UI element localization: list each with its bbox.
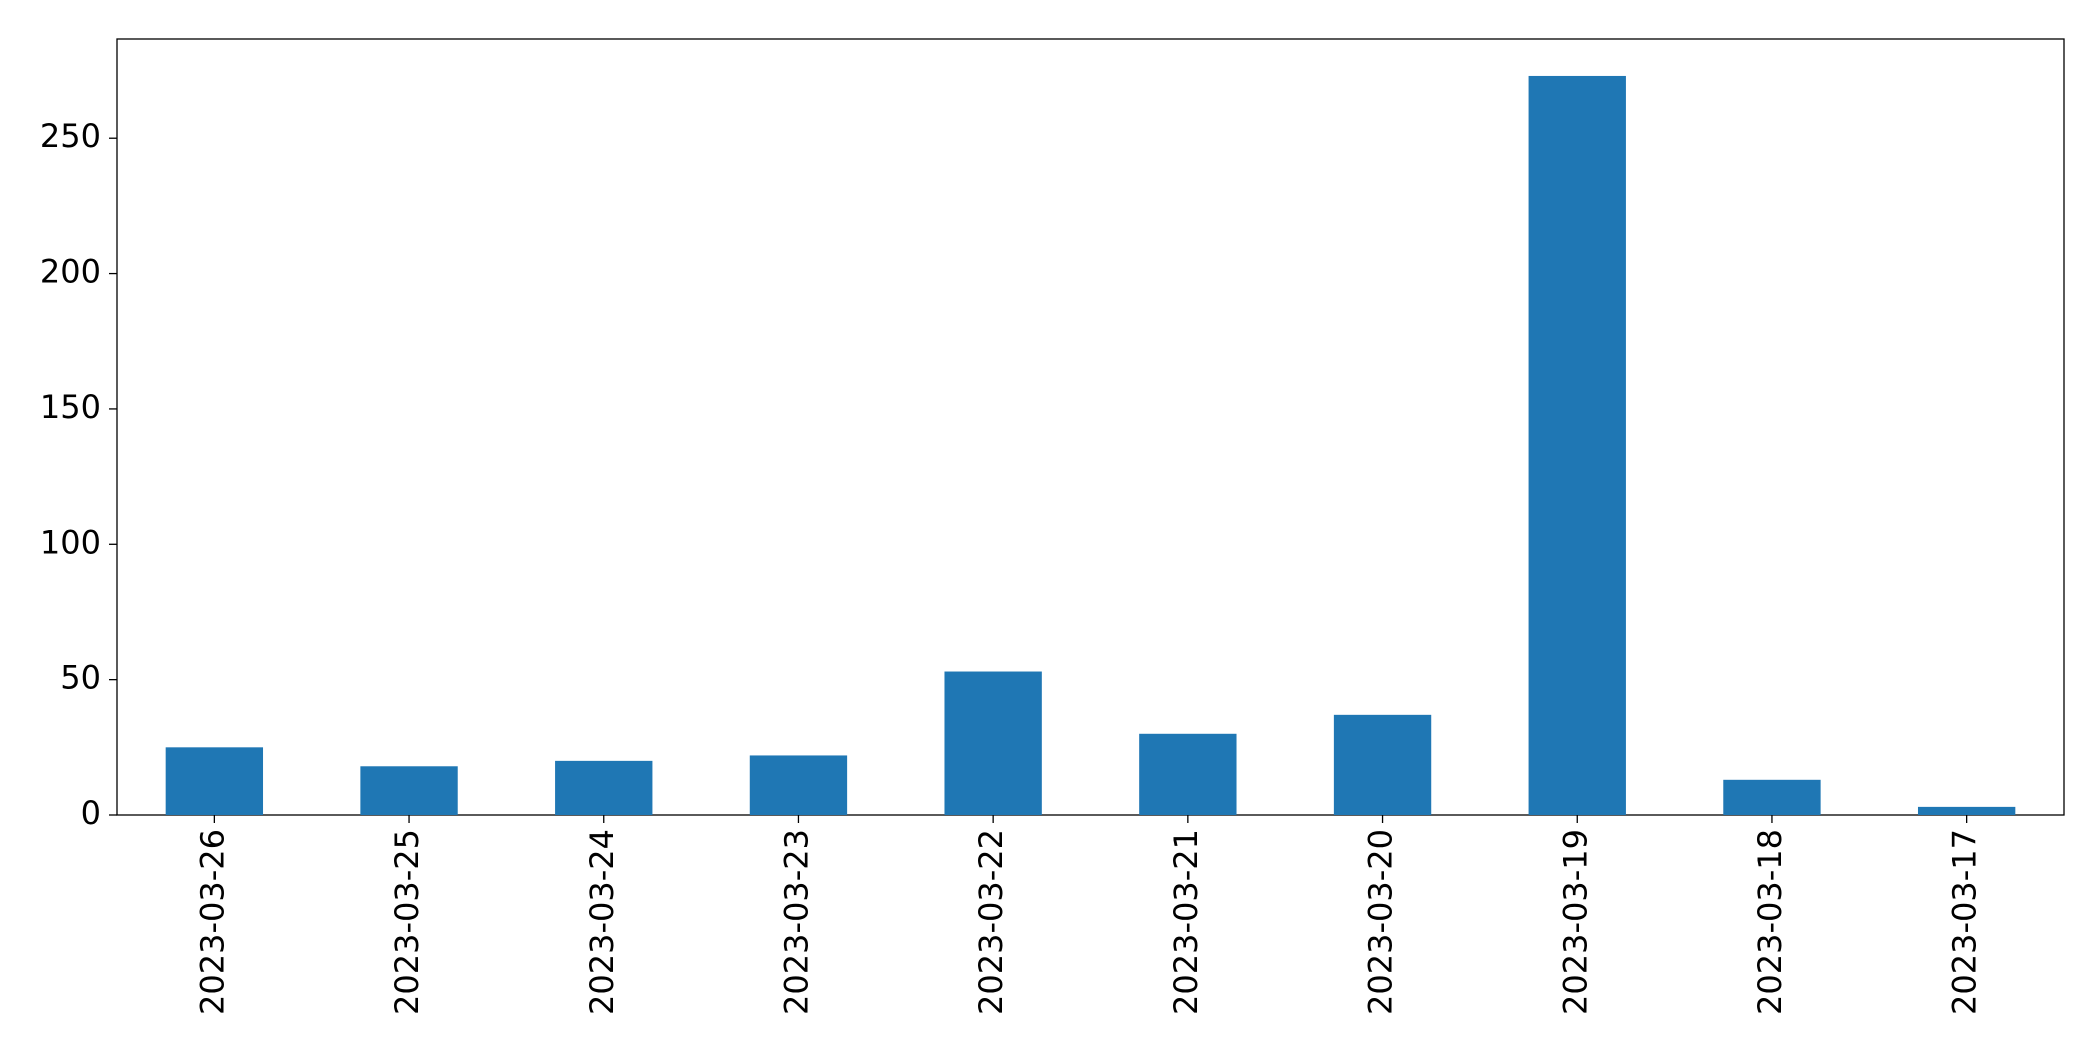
x-tick-label: 2023-03-18 (1751, 829, 1789, 1015)
x-tick-label: 2023-03-19 (1556, 829, 1594, 1015)
bar (360, 766, 458, 815)
bar (1528, 75, 1626, 815)
y-tick-label: 100 (40, 523, 101, 561)
y-tick-label: 0 (81, 794, 101, 832)
x-tick-label: 2023-03-21 (1167, 829, 1205, 1015)
bar (555, 760, 653, 815)
x-tick-label: 2023-03-23 (777, 829, 815, 1015)
x-tick-label: 2023-03-22 (972, 829, 1010, 1015)
x-tick-label: 2023-03-17 (1946, 829, 1984, 1015)
bar (165, 747, 264, 815)
x-tick-label: 2023-03-24 (583, 829, 621, 1015)
bar (1333, 714, 1432, 815)
bar (1723, 779, 1821, 815)
x-tick-label: 2023-03-25 (388, 829, 426, 1015)
bar (749, 755, 848, 815)
y-tick-label: 50 (60, 659, 101, 697)
x-tick-label: 2023-03-26 (193, 829, 231, 1015)
bar (1917, 806, 2016, 815)
y-tick-label: 200 (40, 253, 101, 291)
bar (1139, 733, 1237, 815)
x-tick-label: 2023-03-20 (1362, 829, 1400, 1015)
axes-frame (116, 38, 2065, 816)
y-tick-label: 150 (40, 388, 101, 426)
y-tick-label: 250 (40, 117, 101, 155)
bar (944, 671, 1042, 815)
